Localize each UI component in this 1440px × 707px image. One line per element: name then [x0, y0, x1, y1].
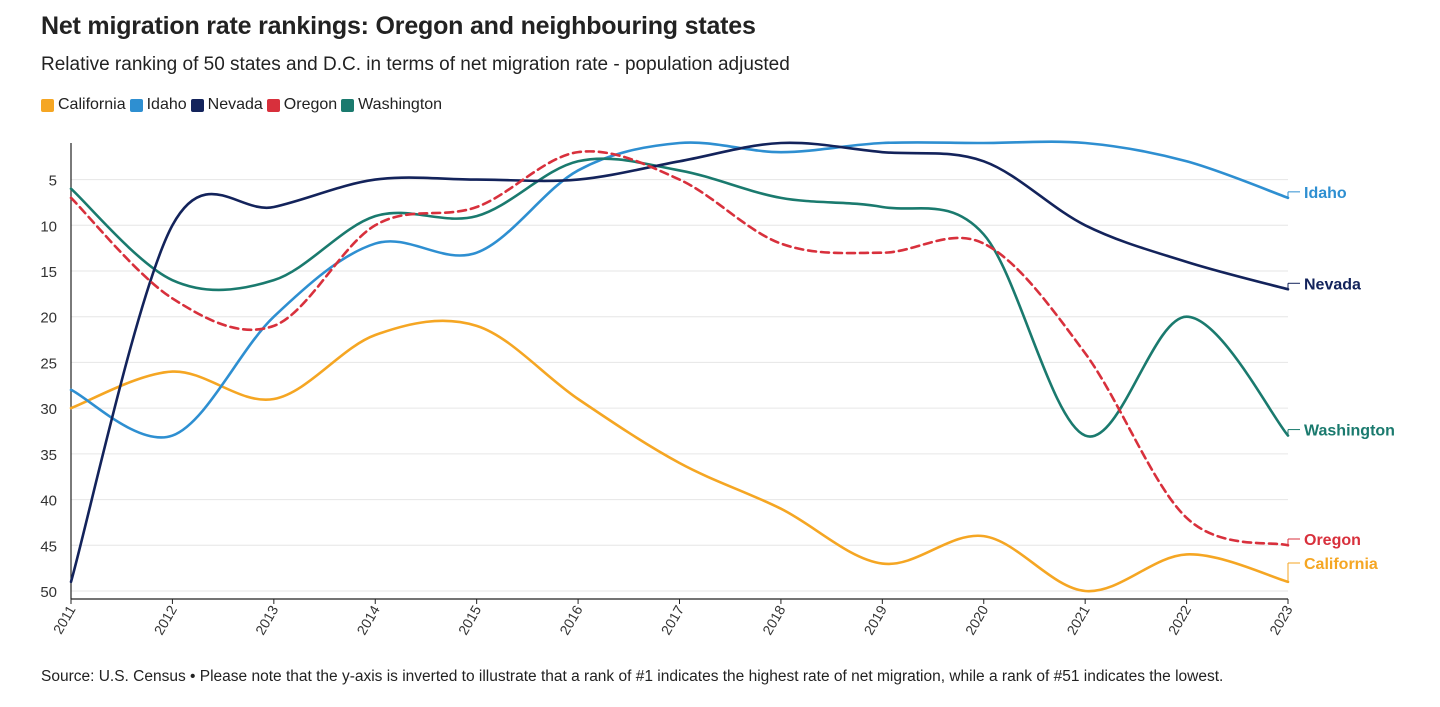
- chart-subtitle: Relative ranking of 50 states and D.C. i…: [41, 54, 790, 75]
- end-label-california: California: [1304, 556, 1378, 573]
- legend-label: Washington: [358, 96, 443, 113]
- end-label-washington: Washington: [1304, 423, 1395, 440]
- y-tick-label: 30: [40, 401, 57, 418]
- y-tick-label: 15: [40, 264, 57, 281]
- legend-swatch: [129, 98, 143, 112]
- x-tick-label: 2012: [151, 602, 181, 637]
- legend-item-nevada[interactable]: Nevada: [190, 96, 263, 114]
- y-tick-label: 50: [40, 584, 57, 601]
- series-line-california: [69, 319, 1290, 593]
- legend-item-california[interactable]: California: [41, 96, 126, 114]
- x-tick-label: 2015: [455, 602, 485, 637]
- legend-item-idaho[interactable]: Idaho: [129, 96, 187, 114]
- x-tick-label: 2011: [50, 602, 79, 636]
- y-tick-label: 10: [40, 218, 57, 235]
- series-line-washington: [69, 157, 1290, 438]
- series-line-idaho: [69, 140, 1290, 439]
- legend-swatch: [266, 98, 280, 112]
- x-tick-label: 2019: [860, 602, 890, 637]
- legend-swatch: [41, 98, 54, 112]
- x-tick-label: 2020: [962, 602, 992, 637]
- y-tick-label: 20: [40, 310, 57, 327]
- x-tick-label: 2021: [1063, 602, 1093, 637]
- legend-item-washington[interactable]: Washington: [341, 96, 442, 114]
- x-tick-label: 2018: [759, 602, 789, 637]
- legend-label: Nevada: [207, 96, 263, 113]
- legend: California Idaho Nevada Oregon Washington: [41, 96, 446, 114]
- legend-label: California: [58, 96, 126, 113]
- end-label-idaho: Idaho: [1304, 185, 1347, 202]
- x-tick-label: 2014: [353, 602, 383, 637]
- y-tick-label: 25: [40, 355, 57, 372]
- y-tick-label: 5: [49, 173, 57, 190]
- legend-swatch: [341, 98, 355, 112]
- end-label-oregon: Oregon: [1304, 532, 1361, 549]
- legend-swatch: [190, 98, 204, 112]
- y-tick-label: 45: [40, 538, 57, 555]
- x-tick-label: 2017: [658, 602, 688, 637]
- x-tick-label: 2022: [1165, 602, 1195, 637]
- series-line-oregon: [69, 150, 1290, 547]
- source-note: Source: U.S. Census • Please note that t…: [41, 668, 1224, 685]
- y-tick-label: 35: [40, 447, 57, 464]
- y-tick-label: 40: [40, 493, 57, 510]
- chart-title: Net migration rate rankings: Oregon and …: [41, 12, 756, 40]
- x-tick-label: 2016: [556, 602, 586, 637]
- x-tick-label: 2013: [252, 602, 282, 637]
- legend-label: Idaho: [146, 96, 187, 113]
- series-line-nevada: [69, 141, 1290, 584]
- legend-item-oregon[interactable]: Oregon: [266, 96, 338, 114]
- legend-label: Oregon: [283, 96, 338, 113]
- x-tick-label: 2023: [1266, 602, 1296, 637]
- end-label-nevada: Nevada: [1304, 276, 1361, 293]
